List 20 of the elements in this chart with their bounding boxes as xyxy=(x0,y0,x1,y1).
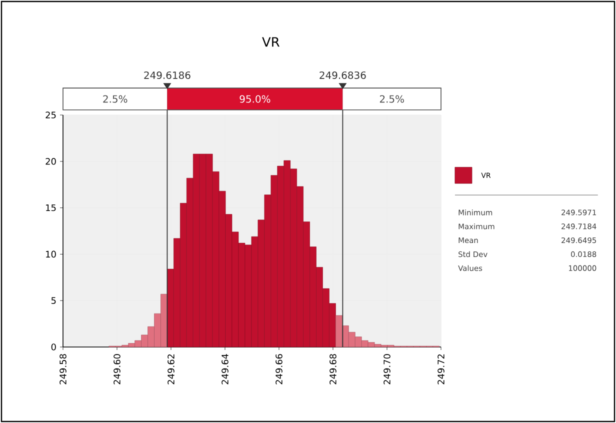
y-tick-label: 20 xyxy=(46,158,56,165)
y-tick-label: 5 xyxy=(51,297,56,304)
y-tick-label: 15 xyxy=(46,204,56,212)
x-tick-label: 249.70 xyxy=(384,354,390,384)
text: 2.5% xyxy=(380,95,404,103)
x-tick-label: 249.60 xyxy=(114,354,120,384)
x-tick-label: 249.66 xyxy=(276,354,282,384)
x-tick-label: 249.68 xyxy=(330,354,336,384)
x-tick-label: 249.58 xyxy=(60,354,66,384)
x-tick-label: 249.62 xyxy=(168,354,174,384)
y-tick-label: 10 xyxy=(46,250,56,258)
x-tick-label: 249.72 xyxy=(438,354,444,384)
text: 95.0% xyxy=(240,95,270,103)
chart-title: VR xyxy=(262,37,280,47)
x-tick-label: 249.64 xyxy=(222,354,228,384)
ref-line-label: 249.6836 xyxy=(320,71,366,79)
text: 2.5% xyxy=(103,95,128,103)
ref-line-label: 249.6186 xyxy=(144,71,190,79)
y-tick-label: 0 xyxy=(51,344,56,350)
y-tick-label: 25 xyxy=(46,112,56,118)
